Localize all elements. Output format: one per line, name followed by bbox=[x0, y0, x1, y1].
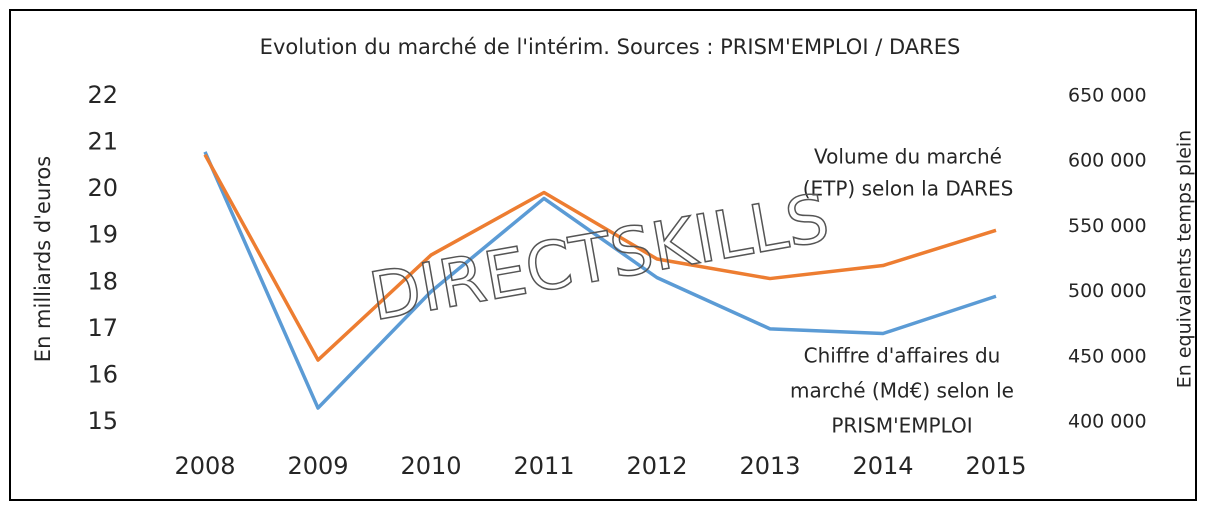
x-tick-label: 2013 bbox=[739, 452, 800, 480]
series-annotation: (ETP) selon la DARES bbox=[803, 177, 1014, 201]
x-tick-label: 2009 bbox=[287, 452, 348, 480]
y2-tick-label: 400 000 bbox=[1068, 411, 1147, 433]
line-series bbox=[203, 153, 997, 362]
x-tick-label: 2015 bbox=[965, 452, 1026, 480]
y-tick-label: 17 bbox=[87, 314, 118, 342]
y2-tick-label: 600 000 bbox=[1068, 150, 1147, 172]
line-series bbox=[203, 151, 997, 410]
series-annotation: Chiffre d'affaires du bbox=[804, 344, 1001, 368]
y2-tick-label: 450 000 bbox=[1068, 345, 1147, 367]
y-tick-label: 15 bbox=[87, 407, 118, 435]
y-axis-title: En milliards d'euros bbox=[31, 156, 55, 362]
y2-tick-label: 500 000 bbox=[1068, 280, 1147, 302]
y2-tick-label: 550 000 bbox=[1068, 215, 1147, 237]
x-tick-label: 2008 bbox=[174, 452, 235, 480]
series-annotation: Volume du marché bbox=[814, 145, 1002, 169]
y-tick-label: 20 bbox=[87, 174, 118, 202]
y-tick-label: 18 bbox=[87, 267, 118, 295]
x-tick-label: 2010 bbox=[400, 452, 461, 480]
x-tick-label: 2011 bbox=[513, 452, 574, 480]
chart-title: Evolution du marché de l'intérim. Source… bbox=[260, 35, 961, 59]
x-tick-label: 2014 bbox=[852, 452, 913, 480]
y-tick-label: 22 bbox=[87, 81, 118, 109]
x-tick-label: 2012 bbox=[626, 452, 687, 480]
y-tick-label: 16 bbox=[87, 360, 118, 388]
series-annotation: PRISM'EMPLOI bbox=[831, 414, 972, 438]
y2-tick-label: 650 000 bbox=[1068, 85, 1147, 107]
chart-border bbox=[9, 9, 1197, 501]
series-annotation: marché (Md€) selon le bbox=[790, 379, 1014, 403]
y2-axis-title: En equivalents temps plein bbox=[1174, 130, 1196, 388]
y-tick-label: 19 bbox=[87, 221, 118, 249]
y-tick-label: 21 bbox=[87, 128, 118, 156]
